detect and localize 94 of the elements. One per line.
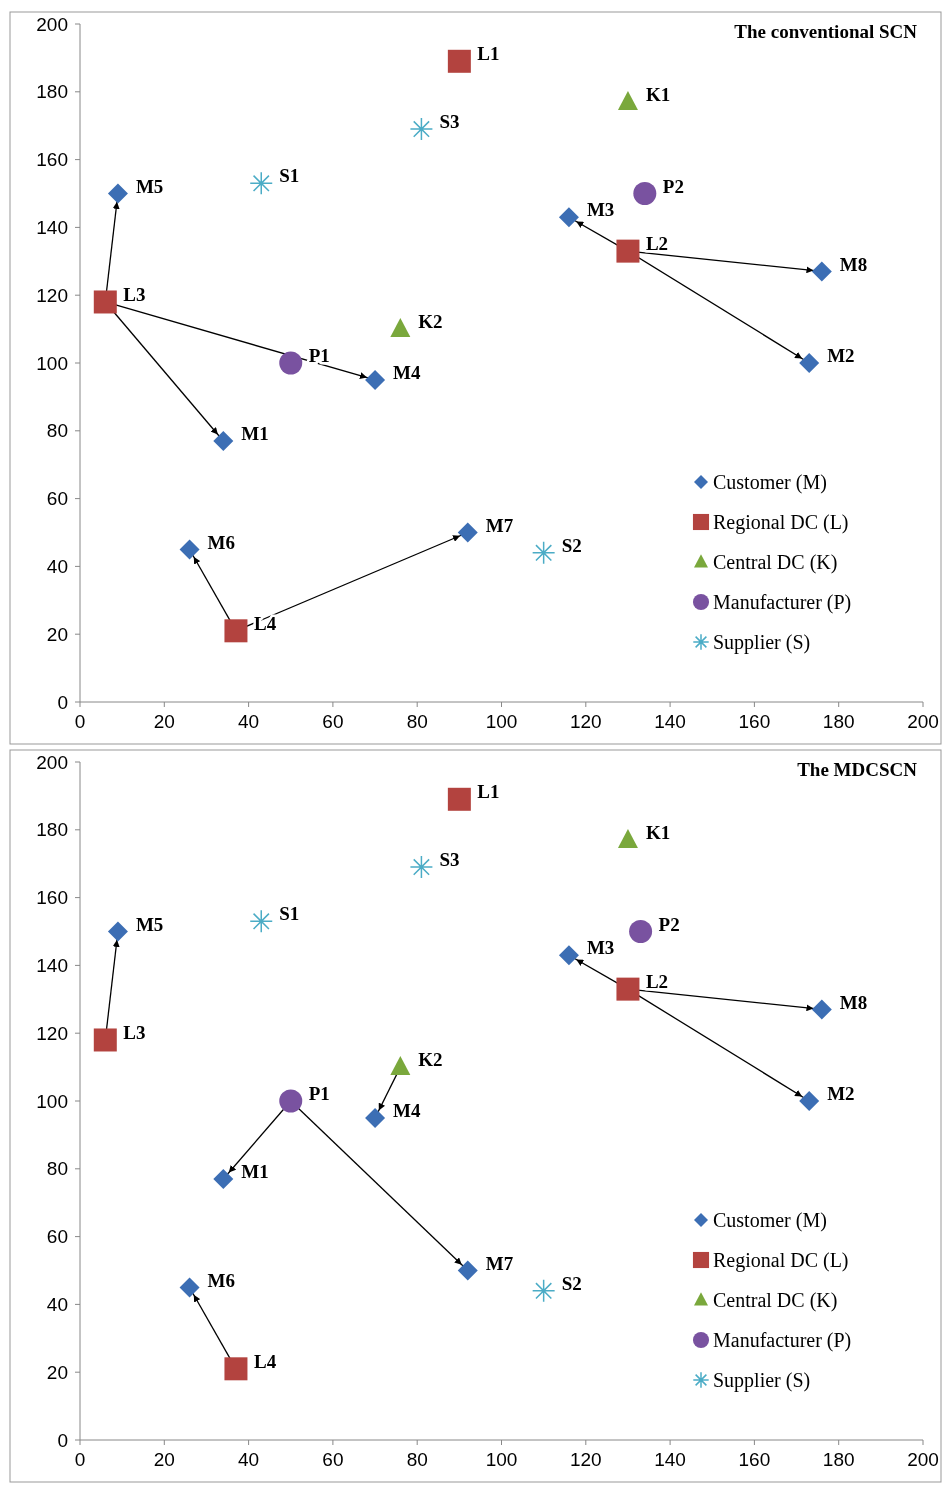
x-tick-label: 160	[738, 1449, 771, 1470]
annotation: M8	[839, 991, 868, 1013]
chart-title: The conventional SCN	[734, 21, 918, 42]
x-tick-label: 0	[74, 1449, 86, 1470]
x-tick-label: 40	[238, 1449, 260, 1470]
x-tick-label: 140	[654, 711, 686, 732]
x-tick-label: 60	[322, 1449, 344, 1470]
annotation: K2	[418, 311, 443, 333]
y-tick-label: 40	[46, 1294, 68, 1316]
annotation: S2	[561, 534, 582, 556]
y-tick-label: 140	[36, 955, 68, 977]
annotation: K1	[645, 84, 671, 106]
annotation: M1	[241, 1161, 269, 1183]
annotation: M3	[586, 937, 615, 959]
y-tick-label: 120	[36, 1022, 68, 1044]
annotation: M6	[207, 531, 236, 553]
y-tick-label: 180	[36, 819, 68, 841]
legend-label: Supplier (S)	[713, 631, 811, 654]
legend-label: Supplier (S)	[713, 1369, 811, 1392]
annotation: L3	[123, 284, 146, 306]
y-tick-label: 60	[46, 488, 68, 510]
annotation: L2	[645, 971, 669, 993]
x-tick-label: 180	[822, 711, 855, 732]
legend-label: Regional DC (L)	[713, 1249, 849, 1272]
x-tick-label: 140	[654, 1449, 686, 1470]
annotation: M3	[586, 199, 615, 221]
legend-label: Customer (M)	[713, 471, 827, 494]
y-tick-label: 20	[46, 1361, 68, 1383]
y-tick-label: 140	[36, 217, 68, 239]
chart-title: The MDCSCN	[797, 759, 918, 780]
annotation: L4	[253, 612, 277, 634]
annotation: M2	[827, 1083, 855, 1105]
y-tick-label: 0	[57, 691, 68, 713]
annotation: M5	[135, 175, 164, 197]
x-tick-label: 120	[569, 1449, 602, 1470]
y-tick-label: 0	[57, 1429, 68, 1451]
x-tick-label: 40	[238, 711, 260, 732]
annotation: P1	[308, 1083, 330, 1105]
x-tick-label: 100	[485, 711, 518, 732]
y-tick-label: 160	[36, 887, 68, 909]
x-tick-label: 0	[74, 711, 86, 732]
annotation: S2	[561, 1272, 582, 1294]
legend-label: Central DC (K)	[713, 551, 838, 574]
x-tick-label: 160	[738, 711, 771, 732]
y-tick-label: 100	[36, 1090, 68, 1112]
annotation: S3	[439, 111, 460, 133]
x-tick-label: 120	[569, 711, 602, 732]
y-tick-label: 20	[46, 623, 68, 645]
y-tick-label: 40	[46, 556, 68, 578]
annotation: M5	[135, 913, 164, 935]
y-tick-label: 60	[46, 1226, 68, 1248]
x-tick-label: 20	[153, 711, 175, 732]
annotation: S1	[279, 903, 300, 925]
x-tick-label: 80	[406, 711, 428, 732]
annotation: M8	[839, 253, 868, 275]
annotation: P2	[662, 175, 684, 197]
annotation: K1	[645, 822, 671, 844]
annotation: M1	[241, 423, 269, 445]
annotation: K2	[418, 1049, 443, 1071]
x-tick-label: 100	[485, 1449, 518, 1470]
y-tick-label: 160	[36, 149, 68, 171]
annotation: M6	[207, 1269, 236, 1291]
annotation: M2	[827, 345, 855, 367]
annotation: P2	[658, 913, 680, 935]
annotation: L3	[123, 1022, 146, 1044]
annotation: L1	[477, 781, 500, 803]
annotation: M7	[485, 1252, 514, 1274]
annotation: L2	[645, 233, 669, 255]
annotation: P1	[308, 345, 330, 367]
annotation: S3	[439, 849, 460, 871]
annotation: S1	[279, 165, 300, 187]
annotation: M7	[485, 514, 514, 536]
x-tick-label: 180	[822, 1449, 855, 1470]
x-tick-label: 80	[406, 1449, 428, 1470]
legend-label: Central DC (K)	[713, 1289, 838, 1312]
annotation: M4	[393, 1100, 421, 1121]
legend-label: Manufacturer (P)	[713, 1329, 852, 1352]
legend-label: Regional DC (L)	[713, 511, 849, 534]
annotation: L4	[253, 1350, 277, 1372]
y-tick-label: 80	[46, 420, 68, 442]
y-tick-label: 200	[36, 13, 68, 35]
y-tick-label: 100	[36, 352, 68, 374]
x-tick-label: 20	[153, 1449, 175, 1470]
x-tick-label: 200	[907, 1449, 939, 1470]
legend-label: Manufacturer (P)	[713, 591, 852, 614]
y-tick-label: 120	[36, 284, 68, 306]
y-tick-label: 180	[36, 81, 68, 103]
x-tick-label: 200	[907, 711, 939, 732]
annotation: M4	[393, 362, 421, 383]
x-tick-label: 60	[322, 711, 344, 732]
legend-label: Customer (M)	[713, 1209, 827, 1232]
y-tick-label: 80	[46, 1158, 68, 1180]
y-tick-label: 200	[36, 751, 68, 773]
annotation: L1	[477, 43, 500, 65]
